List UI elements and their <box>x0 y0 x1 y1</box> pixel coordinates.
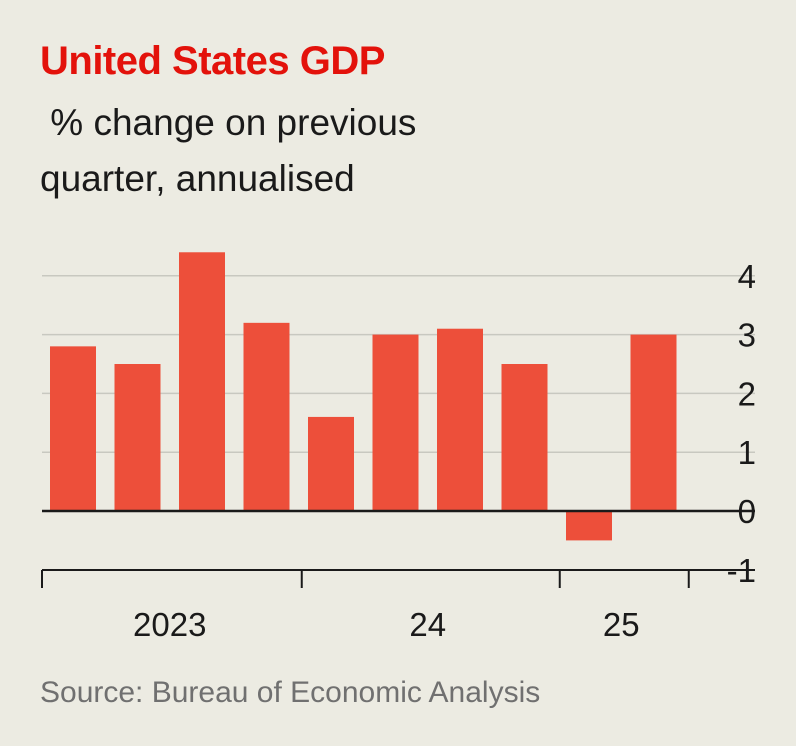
bar <box>566 511 612 541</box>
bar <box>243 322 290 511</box>
chart-subtitle-line-2: quarter, annualised <box>40 158 355 199</box>
bar <box>114 364 161 511</box>
bar <box>501 364 548 511</box>
x-axis-year-labels: 2023 24 25 <box>133 606 640 643</box>
y-tick-label: 0 <box>738 493 756 530</box>
bar <box>50 346 96 511</box>
bar <box>179 252 225 511</box>
x-year-label: 24 <box>409 606 446 643</box>
x-year-label: 25 <box>603 606 640 643</box>
y-tick-label: 1 <box>738 434 756 471</box>
bar <box>437 328 483 511</box>
chart-title: United States GDP <box>40 39 385 83</box>
bar <box>630 334 677 511</box>
bar <box>372 334 419 511</box>
y-tick-label: 2 <box>738 375 756 412</box>
y-tick-label: 4 <box>738 258 756 295</box>
chart-subtitle-line-1: % change on previous <box>40 102 416 143</box>
bars <box>50 252 677 541</box>
x-year-label: 2023 <box>133 606 206 643</box>
bar <box>308 416 354 511</box>
x-axis <box>41 569 755 588</box>
source-note: Source: Bureau of Economic Analysis <box>40 676 540 709</box>
y-tick-label: 3 <box>738 317 756 354</box>
